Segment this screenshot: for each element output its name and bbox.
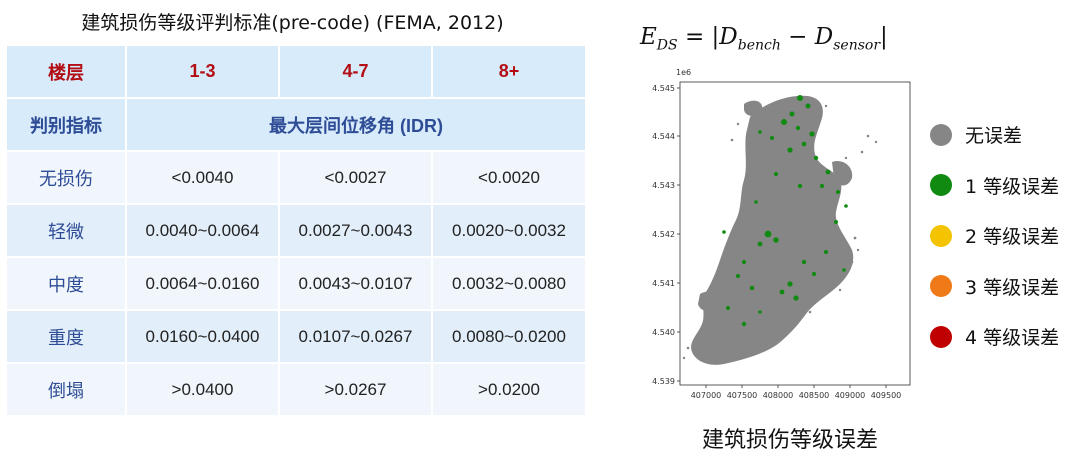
formula-term1: D bbox=[719, 24, 738, 50]
table-cell: <0.0027 bbox=[278, 150, 433, 205]
legend-item-no-error: 无误差 bbox=[930, 122, 1059, 147]
legend-swatch bbox=[930, 174, 952, 196]
legend-label: 2 等级误差 bbox=[965, 226, 1060, 248]
table-row: 倒塌 >0.0400 >0.0267 >0.0200 bbox=[5, 362, 587, 417]
legend-label: 无误差 bbox=[965, 125, 1023, 147]
table-row: 重度 0.0160~0.0400 0.0107~0.0267 0.0080~0.… bbox=[5, 309, 587, 364]
x-axis-ticks bbox=[705, 385, 887, 388]
table-cell: 0.0040~0.0064 bbox=[125, 203, 280, 258]
header-cell-floors: 楼层 bbox=[5, 44, 127, 99]
table-cell: <0.0020 bbox=[431, 150, 587, 205]
x-tick-label: 407000 bbox=[691, 391, 722, 400]
legend-label: 1 等级误差 bbox=[965, 175, 1060, 198]
y-tick-label: 4.539 bbox=[652, 377, 675, 386]
map-caption: 建筑损伤等级误差 bbox=[701, 428, 878, 453]
table-cell: >0.0400 bbox=[125, 362, 280, 417]
legend-item-level-4: 4 等级误差 bbox=[930, 324, 1059, 349]
row-label: 重度 bbox=[5, 309, 127, 364]
formula-abs-close: | bbox=[880, 24, 888, 50]
table-row: 轻微 0.0040~0.0064 0.0027~0.0043 0.0020~0.… bbox=[5, 203, 587, 258]
row-label: 中度 bbox=[5, 256, 127, 311]
indicator-value: 最大层间位移角 (IDR) bbox=[125, 97, 587, 152]
table-cell: <0.0040 bbox=[125, 150, 280, 205]
formula-term2-subscript: sensor bbox=[833, 37, 881, 54]
level1-error-buildings bbox=[722, 95, 848, 327]
row-label: 倒塌 bbox=[5, 362, 127, 417]
formula-minus: − bbox=[788, 24, 808, 50]
legend-label: 4 等级误差 bbox=[965, 327, 1060, 349]
legend-swatch bbox=[930, 123, 952, 146]
building-damage-error-map: 1e6 4.545 4.544 4.543 4.542 4.541 4.540 … bbox=[652, 68, 911, 400]
y-tick-label: 4.541 bbox=[652, 279, 675, 288]
x-tick-label: 409500 bbox=[871, 391, 902, 400]
x-tick-label: 408000 bbox=[763, 391, 794, 400]
formula-term2: D bbox=[814, 24, 834, 50]
table-cell: 0.0160~0.0400 bbox=[125, 309, 280, 364]
table-cell: 0.0107~0.0267 bbox=[278, 309, 433, 364]
legend-item-level-3: 3 等级误差 bbox=[930, 274, 1059, 299]
indicator-label: 判别指标 bbox=[5, 97, 127, 152]
table-cell: 0.0027~0.0043 bbox=[278, 203, 433, 258]
table-cell: 0.0064~0.0160 bbox=[125, 256, 280, 311]
y-tick-label: 4.544 bbox=[652, 132, 675, 141]
table-cell: >0.0200 bbox=[431, 362, 587, 417]
table-row: 中度 0.0064~0.0160 0.0043~0.0107 0.0032~0.… bbox=[5, 256, 587, 311]
legend-swatch bbox=[930, 224, 952, 247]
x-tick-label: 407500 bbox=[727, 391, 758, 400]
x-tick-label: 408500 bbox=[799, 391, 830, 400]
y-tick-label: 4.543 bbox=[652, 181, 675, 190]
legend-swatch bbox=[930, 275, 952, 297]
legend-item-level-1: 1 等级误差 bbox=[930, 173, 1059, 198]
no-error-scatter-points bbox=[682, 104, 878, 362]
row-label: 无损伤 bbox=[5, 150, 127, 205]
indicator-row: 判别指标 最大层间位移角 (IDR) bbox=[5, 97, 587, 152]
no-error-buildings bbox=[691, 95, 854, 365]
legend-label: 3 等级误差 bbox=[965, 276, 1060, 299]
table-cell: 0.0043~0.0107 bbox=[278, 256, 433, 311]
y-tick-label: 4.542 bbox=[652, 230, 675, 239]
table-cell: >0.0267 bbox=[278, 362, 433, 417]
y-axis-ticks bbox=[677, 87, 680, 382]
row-label: 轻微 bbox=[5, 203, 127, 258]
table-cell: 0.0020~0.0032 bbox=[431, 203, 587, 258]
legend-swatch bbox=[930, 325, 952, 348]
y-tick-label: 4.545 bbox=[652, 84, 675, 93]
formula-abs-open: | bbox=[711, 24, 720, 50]
x-tick-label: 409000 bbox=[835, 391, 866, 400]
table-cell: 0.0080~0.0200 bbox=[431, 309, 587, 364]
formula-equals: = bbox=[684, 24, 705, 50]
error-formula: EDS = |Dbench − Dsensor| bbox=[640, 24, 888, 54]
header-cell-1-3: 1-3 bbox=[125, 44, 280, 99]
table-header-row: 楼层 1-3 4-7 8+ bbox=[5, 44, 587, 99]
formula-term1-subscript: bench bbox=[737, 37, 781, 54]
table-row: 无损伤 <0.0040 <0.0027 <0.0020 bbox=[5, 150, 587, 205]
header-cell-8plus: 8+ bbox=[431, 44, 587, 99]
damage-criteria-table: 楼层 1-3 4-7 8+ 判别指标 最大层间位移角 (IDR) 无损伤 <0.… bbox=[5, 44, 587, 417]
formula-lhs-subscript: DS bbox=[656, 37, 678, 54]
y-axis-exponent: 1e6 bbox=[676, 68, 691, 77]
table-title: 建筑损伤等级评判标准(pre-code) (FEMA, 2012) bbox=[81, 12, 504, 34]
legend-item-level-2: 2 等级误差 bbox=[930, 223, 1059, 248]
error-level-legend: 无误差 1 等级误差 2 等级误差 3 等级误差 4 等级误差 bbox=[930, 122, 1059, 375]
formula-lhs: E bbox=[640, 24, 657, 50]
table-cell: 0.0032~0.0080 bbox=[431, 256, 587, 311]
header-cell-4-7: 4-7 bbox=[278, 44, 433, 99]
y-tick-label: 4.540 bbox=[652, 328, 675, 337]
